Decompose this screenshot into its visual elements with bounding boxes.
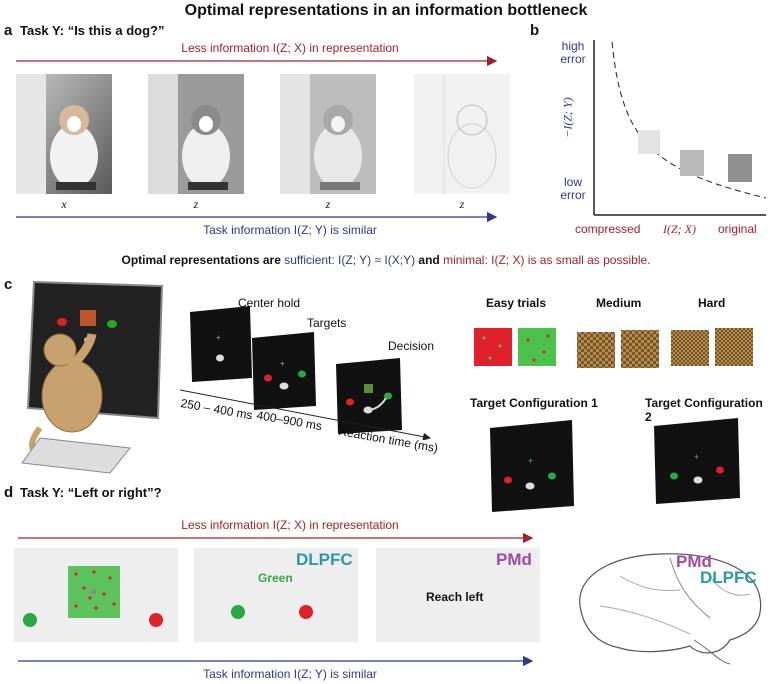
- optimal-sufficient: sufficient: I(Z; Y) ≈ I(X;Y): [284, 253, 416, 267]
- pmd-label: PMd: [496, 550, 532, 569]
- svg-text:+: +: [280, 359, 285, 368]
- optimal-sentence: Optimal representations are sufficient: …: [0, 253, 772, 267]
- monkey-illustration: [21, 280, 164, 474]
- svg-text:+: +: [216, 333, 221, 342]
- representation-panel-stimulus: [14, 548, 178, 642]
- green-label: Green: [258, 571, 293, 585]
- panel-a-label: a: [4, 22, 13, 39]
- panel-b-plot: [593, 40, 767, 216]
- brain-illustration: [579, 553, 762, 665]
- representation-panel-dlpfc: [194, 548, 358, 642]
- image-label-z1: z: [193, 197, 199, 211]
- panel-b-label: b: [530, 22, 540, 39]
- panel-b-x-left: compressed: [575, 222, 641, 236]
- label-medium: Medium: [596, 296, 642, 310]
- optimal-and: and: [418, 253, 440, 267]
- representation-panel-pmd: [376, 548, 540, 642]
- panel-a-top-arrow-label: Less information I(Z; X) in representati…: [181, 41, 399, 55]
- medium-hard-stimuli: [577, 328, 753, 368]
- label-hard: Hard: [698, 296, 726, 310]
- panel-a-task: Task Y: “Is this a dog?”: [20, 23, 165, 38]
- panel-a-bottom-arrow-label: Task information I(Z; Y) is similar: [203, 223, 377, 237]
- dog-image-z2: [280, 74, 376, 194]
- panel-d-label: d: [4, 484, 14, 501]
- figure-title: Optimal representations in an informatio…: [184, 2, 588, 19]
- panel-b-x-right: original: [718, 222, 757, 236]
- dog-image-original: [16, 74, 112, 194]
- panel-b-y-low: low error: [560, 175, 586, 202]
- easy-dots: [482, 334, 550, 362]
- svg-text:+: +: [694, 452, 699, 462]
- panel-d-top-arrow-label: Less information I(Z; X) in representati…: [181, 518, 399, 532]
- label-config-2: Target Configuration 2: [645, 396, 763, 424]
- dog-image-z1: [148, 74, 244, 194]
- label-decision: Decision: [388, 339, 435, 353]
- panel-b-y-high: high error: [560, 39, 586, 66]
- optimal-minimal: minimal: I(Z; X) is as small as possible…: [443, 253, 651, 267]
- reach-left-label: Reach left: [426, 590, 484, 604]
- config-2-screen: +: [654, 418, 740, 504]
- brain-dlpfc-label: DLPFC: [700, 568, 757, 587]
- task-sequence: + +: [180, 306, 431, 440]
- panel-b-y-axis: −I(Z; Y): [560, 97, 575, 138]
- brain-pmd-label: PMd: [676, 552, 712, 571]
- image-label-x: x: [61, 197, 67, 211]
- dog-image-z3: [414, 74, 510, 194]
- dlpfc-label: DLPFC: [296, 550, 353, 569]
- difficulty-stimuli: [474, 328, 556, 366]
- label-targets: Targets: [307, 316, 347, 330]
- panel-b-x-mid: I(Z; X): [663, 222, 696, 236]
- panel-d-bottom-arrow-label: Task information I(Z; Y) is similar: [203, 667, 377, 681]
- label-easy-trials: Easy trials: [486, 296, 547, 310]
- panel-d-task: Task Y: “Left or right”?: [20, 485, 162, 500]
- image-label-z3: z: [459, 197, 465, 211]
- optimal-prefix: Optimal representations are: [121, 253, 281, 267]
- svg-text:+: +: [528, 456, 533, 466]
- config-1-screen: +: [490, 420, 574, 512]
- label-config-1: Target Configuration 1: [470, 396, 598, 410]
- label-center-hold: Center hold: [238, 296, 301, 310]
- image-label-z2: z: [325, 197, 331, 211]
- panel-c-label: c: [4, 276, 13, 293]
